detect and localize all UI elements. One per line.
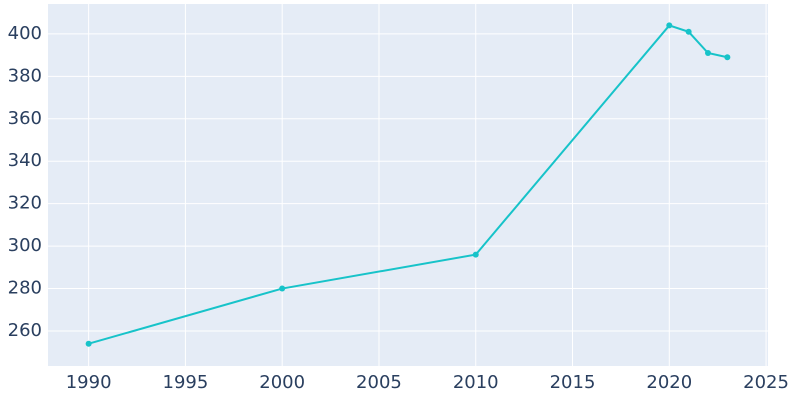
point [85,340,92,347]
y-tick-label: 340 [8,150,42,171]
x-tick-label: 2005 [356,372,402,393]
plot-area [48,4,768,366]
x-tick-label: 1995 [163,372,209,393]
y-tick-label: 300 [8,235,42,256]
x-tick-label: 2020 [646,372,692,393]
y-tick-label: 380 [8,65,42,86]
point [472,251,479,258]
point [685,28,692,35]
y-tick-label: 320 [8,193,42,214]
y-tick-label: 360 [8,108,42,129]
x-tick-label: 2000 [259,372,305,393]
y-tick-label: 400 [8,23,42,44]
point [705,50,711,57]
point [666,22,673,29]
x-tick-label: 2010 [453,372,499,393]
x-tick-label: 2015 [550,372,596,393]
point [724,54,731,61]
y-tick-label: 260 [8,320,42,341]
x-tick-label: 1990 [66,372,112,393]
y-tick-label: 280 [8,278,42,299]
x-tick-label: 2025 [743,372,789,393]
point [279,285,286,292]
